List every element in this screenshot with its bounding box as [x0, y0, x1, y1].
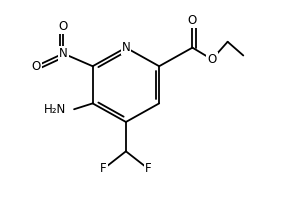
Text: N: N	[59, 47, 68, 60]
Text: O: O	[59, 20, 68, 33]
Text: N: N	[122, 41, 130, 54]
Text: H₂N: H₂N	[44, 103, 66, 116]
Text: O: O	[188, 14, 197, 27]
Text: O: O	[208, 53, 217, 66]
Text: F: F	[145, 162, 152, 175]
Text: O: O	[31, 60, 40, 73]
Text: F: F	[100, 162, 107, 175]
